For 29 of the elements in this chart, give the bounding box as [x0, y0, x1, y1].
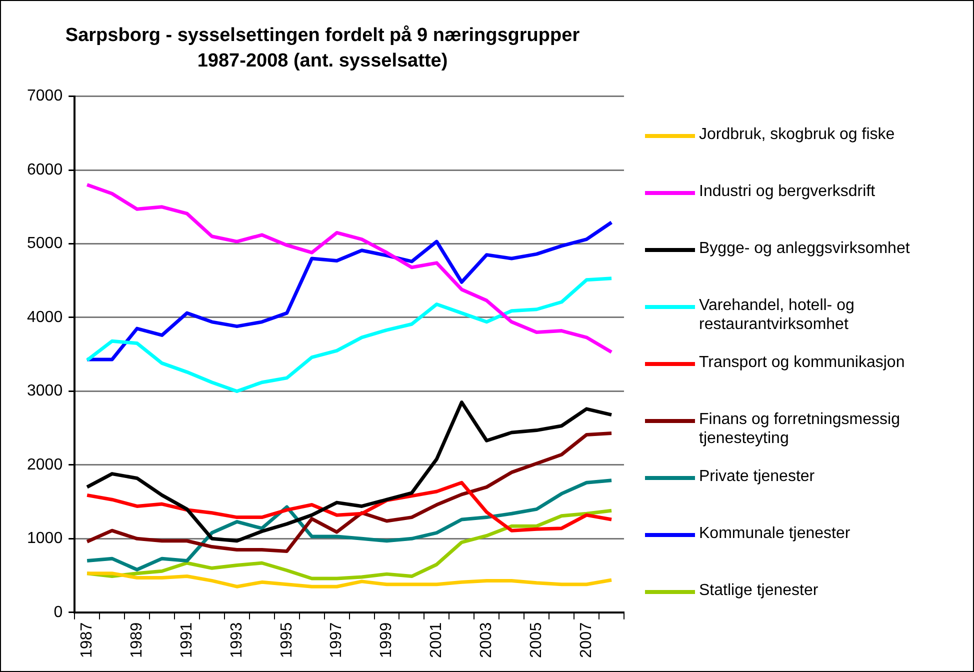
legend-label: Industri og bergverksdrift — [699, 182, 876, 201]
y-tick-label: 2000 — [27, 456, 63, 474]
x-tick-label: 1993 — [228, 622, 246, 658]
y-tick-label: 7000 — [27, 88, 63, 105]
y-tick-label: 3000 — [27, 382, 63, 400]
legend-label: Varehandel, hotell- og restaurantvirksomhet — [699, 296, 856, 334]
legend-label: Bygge- og anleggsvirksomhet — [699, 239, 911, 258]
y-tick-label: 6000 — [27, 161, 63, 178]
y-tick-label: 0 — [54, 604, 63, 621]
x-tick-label: 1987 — [78, 622, 96, 658]
x-tick-label: 2001 — [428, 622, 446, 658]
x-tick-label: 1991 — [178, 622, 196, 658]
x-tick-label: 2003 — [478, 622, 496, 658]
y-tick-label: 5000 — [27, 235, 63, 252]
legend-label: Statlige tjenester — [699, 581, 820, 600]
x-tick-label: 1989 — [128, 622, 146, 658]
legend-label: Private tjenester — [699, 467, 816, 486]
x-tick-label: 2005 — [528, 622, 545, 658]
legend-label: Transport og kommunikasjon — [699, 353, 906, 372]
x-tick-label: 1997 — [328, 622, 346, 658]
y-tick-label: 1000 — [27, 530, 63, 548]
legend-label: Finans og forretningsmessig tjenesteyting — [699, 410, 901, 448]
y-tick-label: 4000 — [27, 308, 63, 326]
legend-label: Jordbruk, skogbruk og fiske — [699, 125, 896, 144]
x-tick-label: 2007 — [578, 622, 595, 658]
x-tick-label: 1999 — [378, 622, 396, 658]
legend-label: Kommunale tjenester — [699, 524, 852, 543]
chart-title: Sarpsborg - sysselsettingen fordelt på 9 næringsgrupper 1987-2008 (ant. sysselsatte) — [65, 25, 580, 72]
x-tick-label: 1995 — [278, 622, 296, 658]
